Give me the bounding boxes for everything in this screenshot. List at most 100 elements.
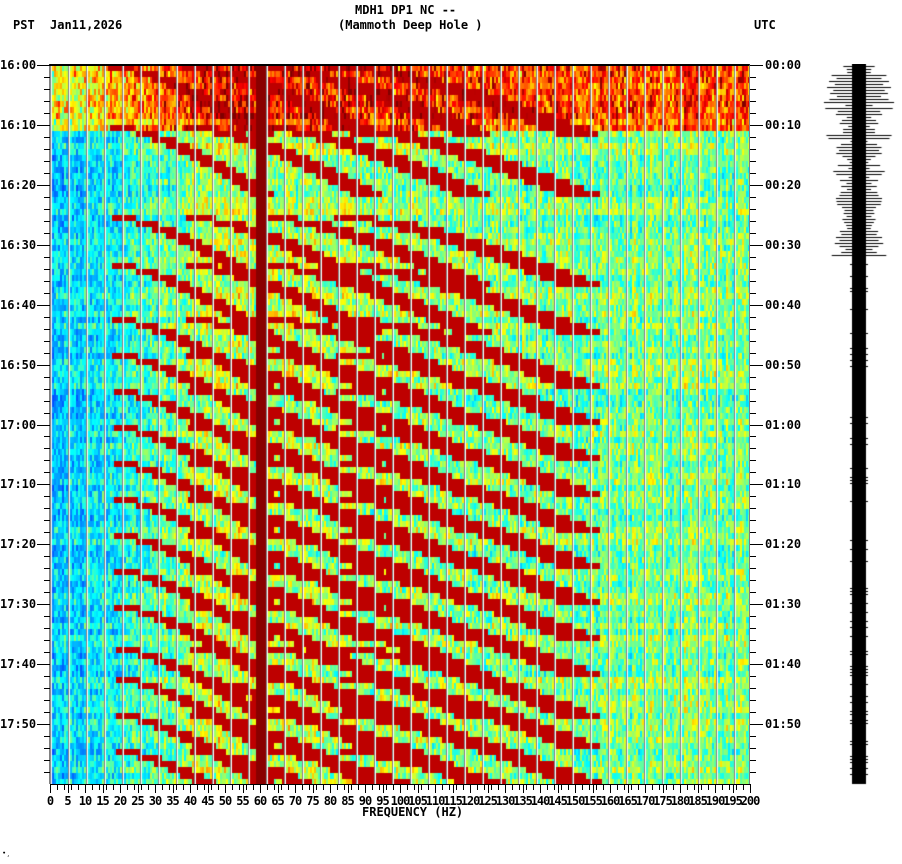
y-minor-tick (750, 580, 756, 581)
y-minor-tick (44, 448, 50, 449)
y-minor-tick (44, 556, 50, 557)
x-minor-tick (666, 784, 667, 790)
x-tick-label: 130 (495, 794, 516, 808)
x-tick-label: 35 (166, 794, 179, 808)
x-major-tick (400, 784, 401, 793)
y-major-tick (750, 724, 763, 725)
y-minor-tick (750, 221, 756, 222)
y-tick-label-pst: 17:50 (0, 717, 37, 731)
y-minor-tick (750, 748, 756, 749)
x-minor-tick (176, 784, 177, 790)
y-minor-tick (750, 712, 756, 713)
x-minor-tick (302, 784, 303, 790)
x-tick-label: 40 (183, 794, 197, 808)
y-tick-label-pst: 16:10 (0, 118, 37, 132)
x-minor-tick (421, 784, 422, 790)
x-minor-tick (722, 784, 723, 790)
x-tick-label: 200 (740, 794, 761, 808)
x-tick-label: 105 (408, 794, 428, 808)
x-minor-tick (477, 784, 478, 790)
y-minor-tick (750, 257, 756, 258)
x-tick-label: 90 (358, 794, 372, 808)
y-major-tick (37, 425, 50, 426)
spectrogram-plot (50, 65, 750, 784)
x-major-tick (278, 784, 279, 793)
x-major-tick (663, 784, 664, 793)
y-minor-tick (750, 281, 756, 282)
x-minor-tick (589, 784, 590, 790)
y-tick-label-pst: 16:40 (0, 298, 37, 312)
y-major-tick (37, 664, 50, 665)
x-tick-label: 170 (635, 794, 656, 808)
date-label: Jan11,2026 (50, 18, 123, 32)
y-minor-tick (750, 472, 756, 473)
x-tick-label: 45 (201, 794, 214, 808)
y-tick-label-pst: 16:00 (0, 58, 37, 72)
y-major-tick (750, 664, 763, 665)
y-minor-tick (44, 173, 50, 174)
x-minor-tick (274, 784, 275, 790)
x-tick-label: 155 (583, 794, 603, 808)
x-major-tick (383, 784, 384, 793)
y-minor-tick (750, 460, 756, 461)
x-minor-tick (183, 784, 184, 790)
y-minor-tick (750, 161, 756, 162)
y-tick-label-pst: 16:30 (0, 238, 37, 252)
x-tick-label: 115 (443, 794, 463, 808)
y-major-tick (37, 484, 50, 485)
y-major-tick (750, 185, 763, 186)
x-tick-label: 140 (530, 794, 551, 808)
x-tick-label: 80 (323, 794, 337, 808)
x-minor-tick (358, 784, 359, 790)
x-tick-label: 85 (341, 794, 354, 808)
y-minor-tick (44, 137, 50, 138)
y-tick-label-utc: 00:40 (765, 298, 802, 312)
y-minor-tick (750, 293, 756, 294)
y-major-tick (37, 245, 50, 246)
y-minor-tick (44, 472, 50, 473)
x-tick-label: 120 (460, 794, 481, 808)
y-minor-tick (44, 592, 50, 593)
x-minor-tick (456, 784, 457, 790)
x-minor-tick (309, 784, 310, 790)
chart-title-site: (Mammoth Deep Hole ) (338, 18, 483, 32)
y-minor-tick (750, 760, 756, 761)
x-minor-tick (701, 784, 702, 790)
x-tick-label: 150 (565, 794, 586, 808)
x-minor-tick (554, 784, 555, 790)
y-minor-tick (44, 341, 50, 342)
y-minor-tick (750, 688, 756, 689)
y-minor-tick (44, 113, 50, 114)
x-minor-tick (78, 784, 79, 790)
y-minor-tick (750, 341, 756, 342)
x-minor-tick (337, 784, 338, 790)
y-minor-tick (44, 101, 50, 102)
x-major-tick (313, 784, 314, 793)
x-major-tick (50, 784, 51, 793)
x-major-tick (628, 784, 629, 793)
y-major-tick (750, 305, 763, 306)
y-minor-tick (750, 413, 756, 414)
x-minor-tick (491, 784, 492, 790)
y-tick-label-utc: 01:10 (765, 477, 802, 491)
y-minor-tick (44, 580, 50, 581)
y-minor-tick (44, 688, 50, 689)
y-minor-tick (750, 329, 756, 330)
y-major-tick (750, 245, 763, 246)
y-minor-tick (750, 233, 756, 234)
y-minor-tick (750, 77, 756, 78)
x-minor-tick (736, 784, 737, 790)
x-tick-label: 70 (288, 794, 302, 808)
y-major-tick (37, 544, 50, 545)
x-minor-tick (162, 784, 163, 790)
y-minor-tick (750, 317, 756, 318)
y-tick-label-pst: 16:50 (0, 358, 37, 372)
y-major-tick (37, 305, 50, 306)
y-major-tick (750, 65, 763, 66)
x-tick-label: 75 (306, 794, 319, 808)
y-minor-tick (44, 700, 50, 701)
x-minor-tick (379, 784, 380, 790)
x-major-tick (243, 784, 244, 793)
x-major-tick (593, 784, 594, 793)
y-major-tick (37, 604, 50, 605)
